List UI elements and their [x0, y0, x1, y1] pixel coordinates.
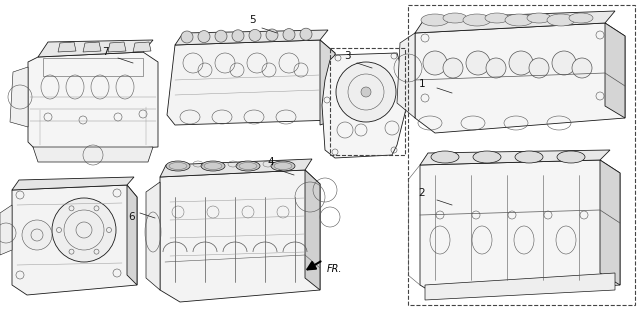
Polygon shape: [146, 182, 160, 290]
Text: FR.: FR.: [327, 264, 342, 274]
Polygon shape: [160, 170, 320, 302]
Ellipse shape: [505, 14, 533, 26]
Circle shape: [509, 51, 533, 75]
Polygon shape: [12, 185, 137, 295]
Circle shape: [300, 28, 312, 40]
Circle shape: [529, 58, 549, 78]
Polygon shape: [127, 185, 137, 285]
Ellipse shape: [431, 151, 459, 163]
Polygon shape: [10, 67, 28, 127]
Text: 7: 7: [102, 47, 108, 57]
Ellipse shape: [421, 14, 449, 26]
Polygon shape: [420, 160, 620, 297]
Polygon shape: [83, 42, 101, 52]
Circle shape: [181, 31, 193, 43]
Text: 6: 6: [129, 212, 135, 222]
Polygon shape: [415, 23, 625, 133]
Polygon shape: [175, 30, 328, 45]
Polygon shape: [605, 23, 625, 118]
Circle shape: [423, 51, 447, 75]
Ellipse shape: [515, 151, 543, 163]
Circle shape: [22, 220, 52, 250]
Circle shape: [443, 58, 463, 78]
Polygon shape: [305, 170, 320, 290]
Circle shape: [266, 29, 278, 41]
Ellipse shape: [271, 161, 295, 171]
Ellipse shape: [463, 14, 491, 26]
Ellipse shape: [485, 13, 509, 23]
Polygon shape: [397, 33, 415, 118]
Circle shape: [336, 62, 396, 122]
Bar: [43, 58, 143, 76]
Ellipse shape: [473, 151, 501, 163]
Circle shape: [552, 51, 576, 75]
Circle shape: [215, 30, 227, 42]
Polygon shape: [420, 150, 610, 165]
Text: 4: 4: [268, 157, 275, 167]
Ellipse shape: [201, 161, 225, 171]
Polygon shape: [133, 42, 151, 52]
Polygon shape: [415, 11, 615, 33]
Circle shape: [486, 58, 506, 78]
Circle shape: [572, 58, 592, 78]
Ellipse shape: [527, 13, 551, 23]
Polygon shape: [160, 159, 312, 177]
Text: 1: 1: [419, 79, 426, 89]
Circle shape: [198, 31, 210, 43]
Circle shape: [249, 29, 261, 41]
Polygon shape: [320, 40, 335, 125]
Text: 3: 3: [344, 51, 350, 61]
Ellipse shape: [236, 161, 260, 171]
Polygon shape: [0, 205, 12, 255]
Polygon shape: [28, 52, 158, 152]
Circle shape: [361, 87, 371, 97]
Circle shape: [52, 198, 116, 262]
Ellipse shape: [557, 151, 585, 163]
Polygon shape: [425, 273, 615, 300]
Ellipse shape: [166, 161, 190, 171]
Ellipse shape: [443, 13, 467, 23]
Polygon shape: [600, 160, 620, 285]
Text: 5: 5: [249, 15, 255, 25]
Polygon shape: [108, 42, 126, 52]
Polygon shape: [12, 177, 134, 190]
Polygon shape: [322, 53, 410, 158]
Circle shape: [283, 29, 295, 41]
Ellipse shape: [569, 13, 593, 23]
Polygon shape: [58, 42, 76, 52]
Polygon shape: [38, 40, 153, 57]
Polygon shape: [33, 147, 153, 162]
Ellipse shape: [547, 14, 575, 26]
Text: 2: 2: [419, 188, 426, 198]
Polygon shape: [167, 40, 335, 125]
Bar: [330, 48, 405, 155]
Circle shape: [466, 51, 490, 75]
Circle shape: [232, 30, 244, 42]
Bar: [408, 5, 635, 305]
